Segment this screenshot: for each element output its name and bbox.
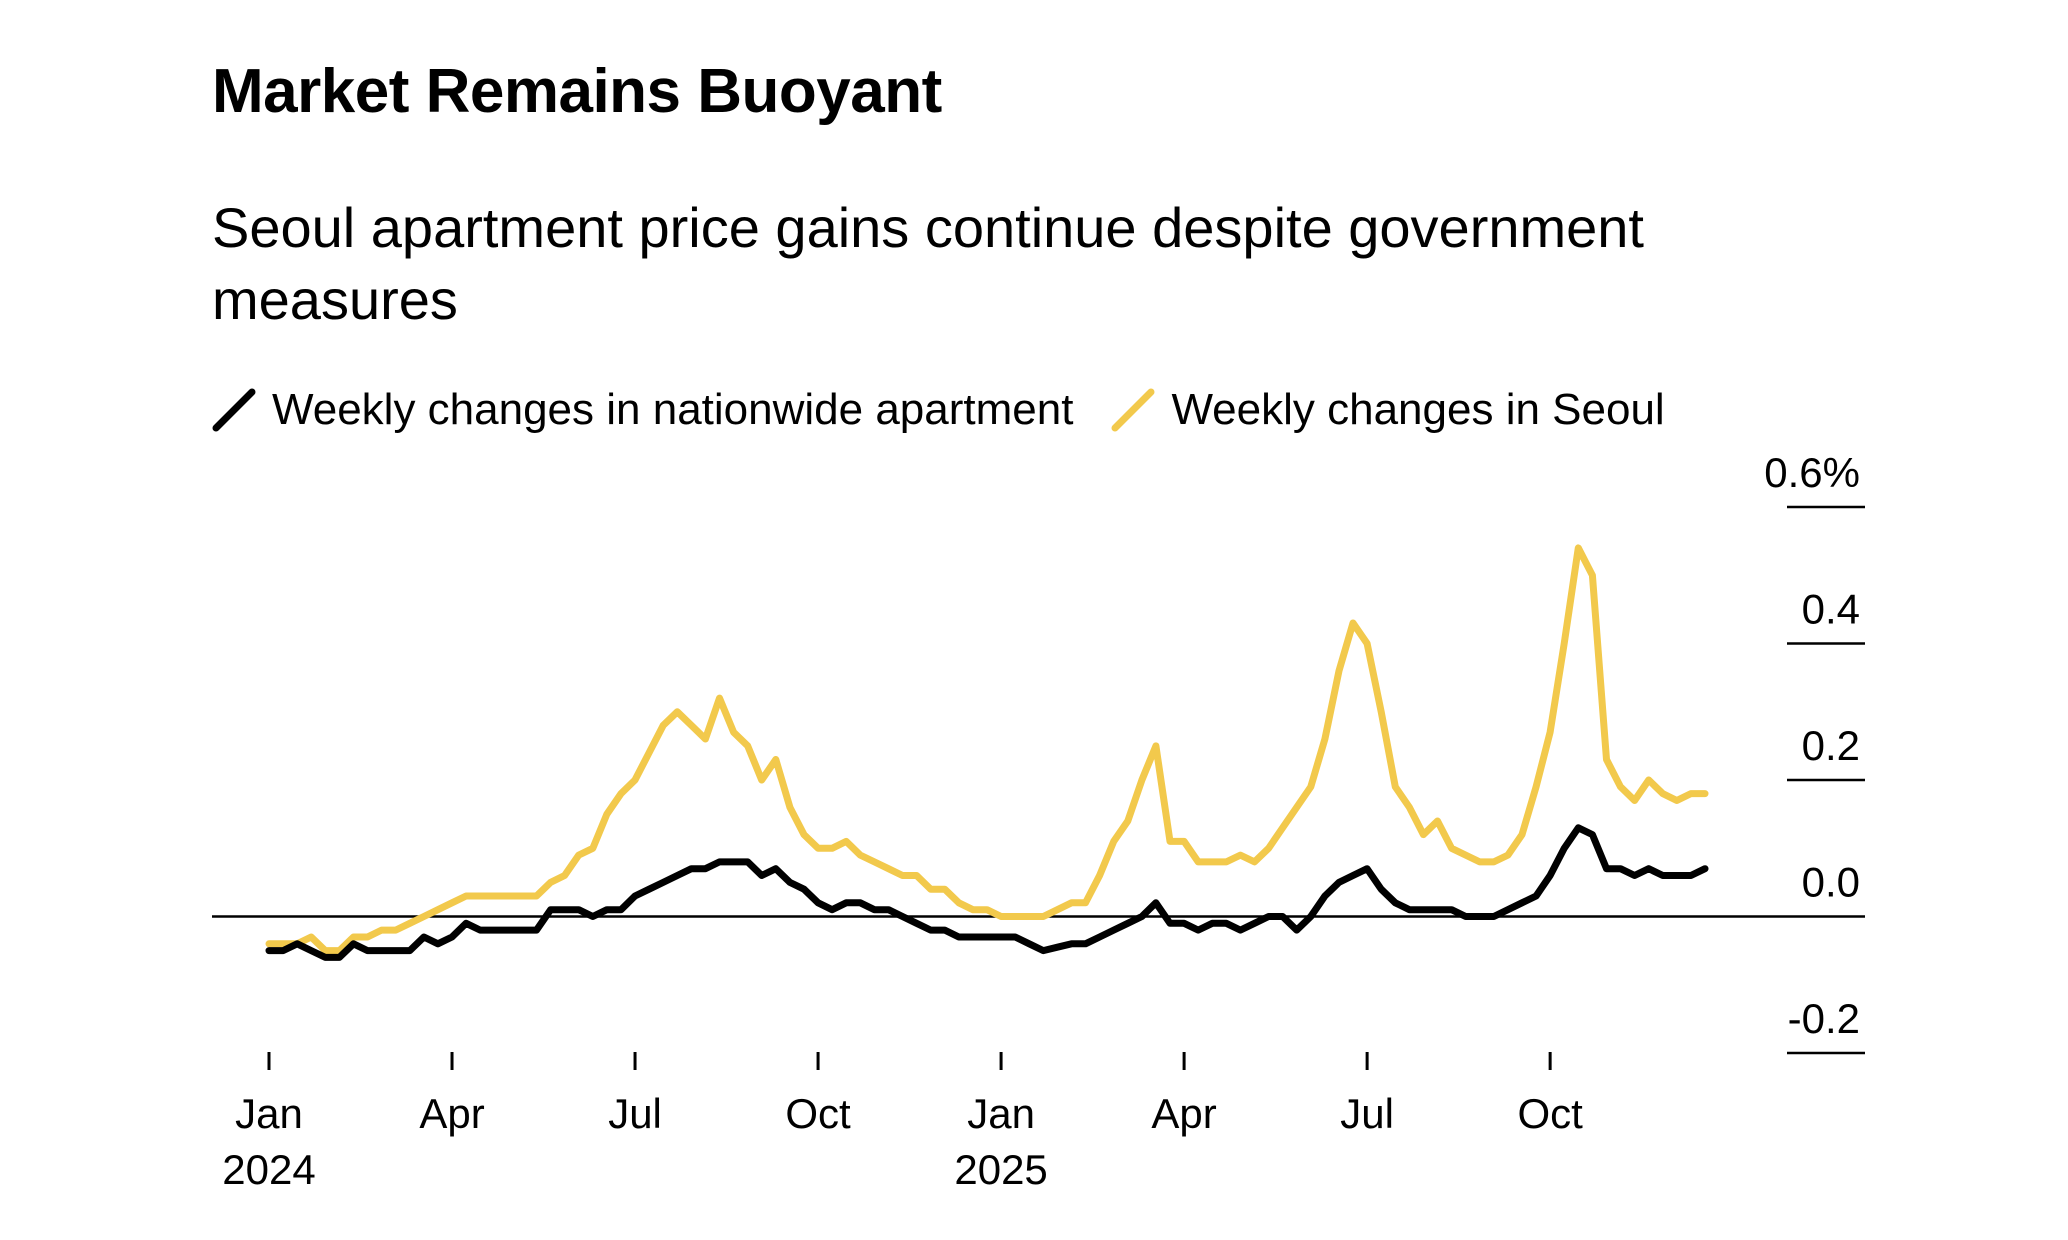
legend: Weekly changes in nationwide apartment W… — [212, 380, 1703, 440]
x-tick-year-label: 2024 — [222, 1146, 315, 1193]
series-line-nationwide — [265, 824, 1709, 961]
x-tick-label: Jul — [1340, 1090, 1394, 1137]
legend-item-nationwide: Weekly changes in nationwide apartment — [212, 385, 1073, 435]
y-tick-label: 0.2 — [1802, 722, 1860, 769]
x-tick-label: Apr — [419, 1090, 484, 1137]
y-tick-label: 0.6% — [1764, 449, 1860, 496]
diagonal-line-icon — [1111, 388, 1155, 432]
x-tick-label: Apr — [1151, 1090, 1216, 1137]
x-tick-label: Jan — [967, 1090, 1035, 1137]
y-tick-label: 0.4 — [1802, 586, 1860, 633]
x-tick-year-label: 2025 — [954, 1146, 1047, 1193]
diagonal-line-icon — [212, 388, 256, 432]
chart-subtitle: Seoul apartment price gains continue des… — [212, 196, 1644, 331]
x-tick-label: Oct — [1517, 1090, 1583, 1137]
chart-title: Market Remains Buoyant — [212, 57, 942, 126]
y-tick-label: -0.2 — [1788, 995, 1860, 1042]
x-tick-label: Oct — [785, 1090, 851, 1137]
series-line-seoul — [265, 544, 1709, 955]
legend-label-seoul: Weekly changes in Seoul — [1171, 385, 1665, 434]
legend-item-seoul: Weekly changes in Seoul — [1111, 385, 1665, 435]
legend-label-nationwide: Weekly changes in nationwide apartment — [272, 385, 1074, 434]
x-tick-label: Jan — [235, 1090, 303, 1137]
y-tick-label: 0.0 — [1802, 859, 1860, 906]
x-tick-label: Jul — [608, 1090, 662, 1137]
